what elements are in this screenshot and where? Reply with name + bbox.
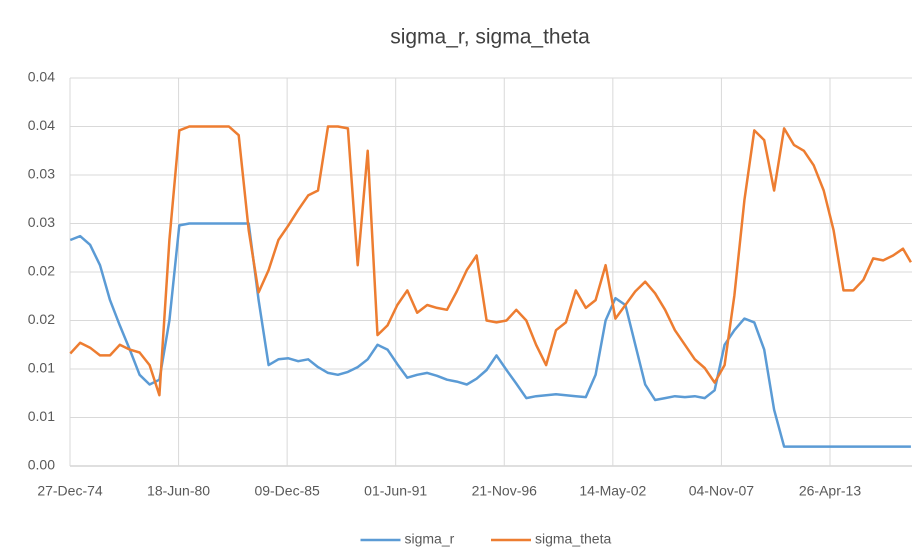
y-tick-label: 0.01 [28, 408, 55, 424]
chart-title: sigma_r, sigma_theta [390, 26, 590, 49]
line-series [69, 222, 911, 448]
x-tick-label: 09-Dec-85 [254, 483, 320, 499]
y-tick-label: 0.02 [28, 311, 55, 327]
y-tick-label: 0.00 [28, 457, 55, 473]
y-tick-label: 0.04 [28, 117, 55, 133]
y-tick-label: 0.03 [28, 166, 55, 182]
y-tick-label: 0.03 [28, 214, 55, 230]
y-tick-label: 0.04 [28, 69, 55, 85]
x-tick-label: 26-Apr-13 [799, 483, 861, 499]
x-tick-label: 04-Nov-07 [689, 483, 755, 499]
x-tick-label: 21-Nov-96 [472, 483, 538, 499]
y-tick-label: 0.02 [28, 263, 55, 279]
x-tick-label: 01-Jun-91 [364, 483, 427, 499]
y-tick-label: 0.01 [28, 360, 55, 376]
x-tick-label: 18-Jun-80 [147, 483, 210, 499]
x-tick-label: 27-Dec-74 [37, 483, 103, 499]
x-tick-label: 14-May-02 [579, 483, 646, 499]
legend-label: sigma_r [405, 531, 455, 547]
legend-label: sigma_theta [535, 531, 611, 547]
line-series [69, 125, 912, 397]
